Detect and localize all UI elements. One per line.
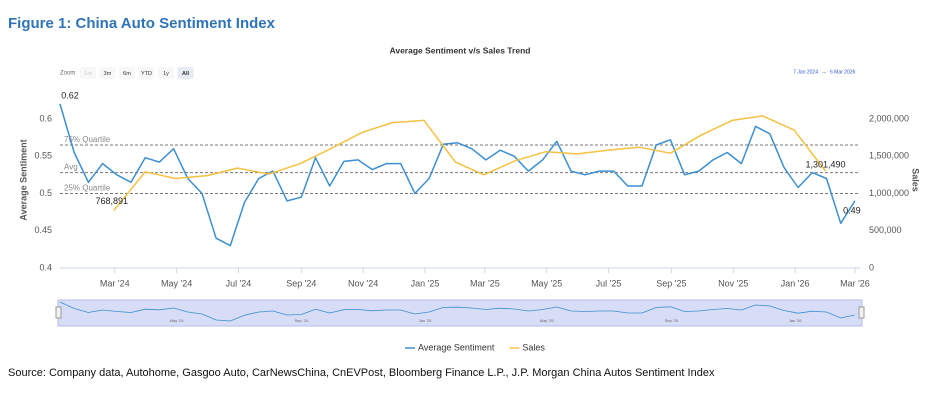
x-tick-label: Jul '25	[596, 278, 622, 288]
y2-tick-label: 1,500,000	[869, 151, 909, 161]
y2-tick-label: 500,000	[869, 225, 902, 235]
x-tick-label: Nov '25	[718, 278, 748, 288]
y-tick-label: 0.55	[34, 151, 52, 161]
x-tick-label: Jan '25	[411, 278, 440, 288]
zoom-button-label[interactable]: 6m	[123, 71, 131, 77]
zoom-button[interactable]	[158, 67, 174, 79]
y-tick-label: 0.45	[34, 225, 52, 235]
zoom-button-label[interactable]: All	[182, 71, 190, 77]
navigator-tick-label: May '24	[170, 318, 185, 323]
data-label: 0.62	[61, 90, 79, 100]
navigator-tick-label: Sep '24	[295, 318, 309, 323]
y-axis-title: Average Sentiment	[18, 139, 28, 220]
zoom-button-label[interactable]: 1m	[84, 71, 92, 77]
data-label: 768,891	[95, 196, 128, 206]
range-from[interactable]: 7 Jan 2024	[793, 69, 818, 75]
zoom-button[interactable]	[99, 67, 116, 79]
zoom-button[interactable]	[80, 67, 96, 79]
zoom-label: Zoom	[60, 71, 75, 77]
navigator-tick-label: Jan '25	[419, 318, 433, 323]
zoom-button-label[interactable]: 3m	[104, 71, 112, 77]
source: Source: Company data, Autohome, Gasgoo A…	[8, 367, 715, 379]
range-arrow: →	[821, 70, 827, 76]
navigator-handle[interactable]	[55, 306, 62, 319]
figure-title: Figure 1: China Auto Sentiment Index	[8, 15, 276, 32]
series-line	[59, 103, 856, 247]
y-tick-label: 0.4	[39, 262, 52, 272]
zoom-button-label[interactable]: 1y	[163, 71, 169, 77]
y2-axis-title: Sales	[911, 168, 921, 192]
reference-label: 25% Quartile	[64, 184, 111, 193]
x-tick-label: May '24	[161, 278, 192, 288]
x-tick-label: Jan '26	[781, 278, 810, 288]
navigator-tick-label: May '25	[540, 318, 555, 323]
series-line	[113, 115, 827, 212]
x-tick-label: Nov '24	[348, 278, 378, 288]
x-tick-label: Mar '24	[100, 278, 130, 288]
navigator-mask[interactable]	[57, 299, 863, 327]
x-tick-label: Sep '24	[286, 278, 316, 288]
x-tick-label: Jul '24	[226, 278, 252, 288]
range-to[interactable]: 6 Mar 2026	[830, 69, 856, 75]
x-tick-label: Mar '25	[470, 278, 500, 288]
data-label: 0.49	[843, 205, 861, 215]
legend-label[interactable]: Average Sentiment	[418, 342, 495, 352]
legend-label[interactable]: Sales	[522, 342, 545, 352]
zoom-button[interactable]	[177, 67, 194, 79]
navigator-line	[59, 301, 855, 322]
zoom-button[interactable]	[119, 67, 135, 79]
y-tick-label: 0.5	[39, 188, 52, 198]
zoom-button[interactable]	[138, 67, 155, 79]
navigator-tick-label: Sep '25	[665, 318, 679, 323]
y2-tick-label: 0	[869, 262, 874, 272]
reference-label: 75% Quartile	[64, 135, 111, 144]
zoom-button-label[interactable]: YTD	[141, 71, 152, 77]
x-tick-label: Mar '26	[840, 278, 870, 288]
reference-label: Avg	[64, 163, 78, 172]
navigator-tick-label: Jan '26	[789, 318, 803, 323]
chart-title: Average Sentiment v/s Sales Trend	[390, 45, 531, 55]
x-tick-label: Sep '25	[656, 278, 686, 288]
data-label: 1,301,490	[806, 159, 846, 169]
x-tick-label: May '25	[531, 278, 562, 288]
y2-tick-label: 2,000,000	[869, 113, 909, 123]
y-tick-label: 0.6	[39, 113, 52, 123]
y2-tick-label: 1,000,000	[869, 188, 909, 198]
navigator-handle[interactable]	[858, 306, 865, 319]
